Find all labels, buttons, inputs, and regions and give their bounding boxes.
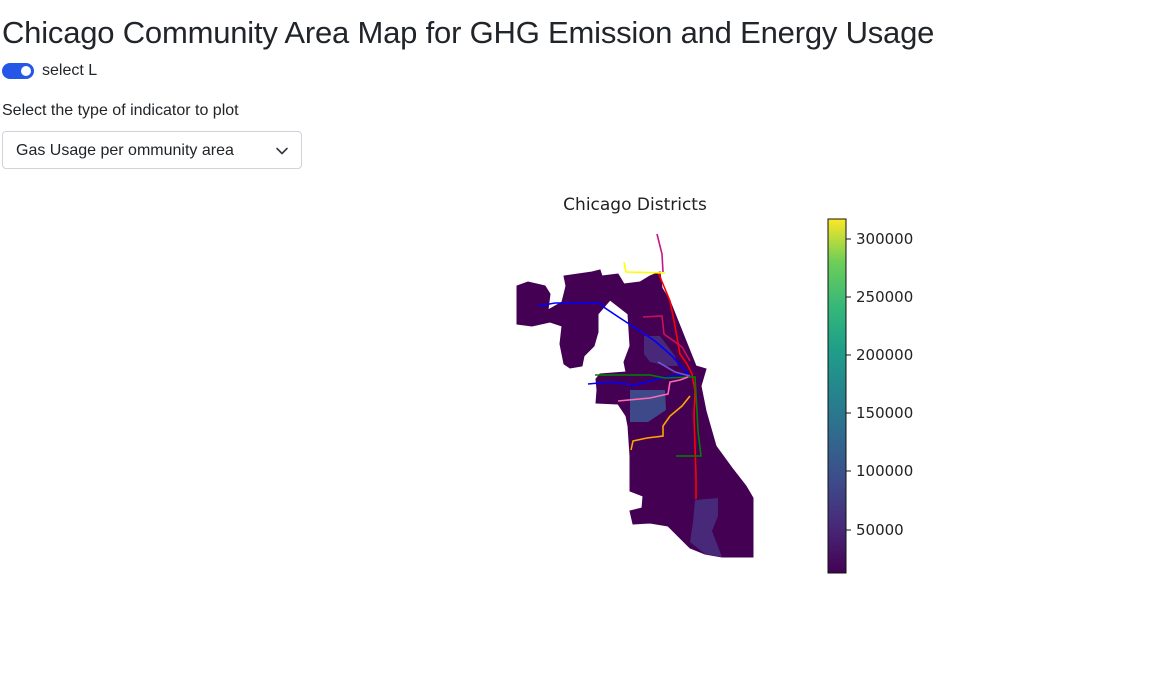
pink-line [617, 376, 689, 402]
toggle-knob [21, 66, 31, 76]
purple-line [656, 233, 664, 273]
brown-line [642, 315, 691, 362]
colorbar-tick-label: 150000 [856, 404, 913, 422]
community-area-highlight-south [690, 498, 722, 557]
indicator-select-value: Gas Usage per ommunity area [16, 142, 234, 159]
colorbar: 300000 250000 200000 150000 100000 50000 [827, 218, 913, 574]
colorbar-ticks: 300000 250000 200000 150000 100000 50000 [846, 230, 913, 539]
page-title: Chicago Community Area Map for GHG Emiss… [2, 15, 935, 50]
chevron-down-icon [276, 147, 288, 155]
orange-line [630, 395, 691, 451]
l-train-lines [537, 233, 702, 499]
colorbar-tick-label: 200000 [856, 346, 913, 364]
colorbar-tick-label: 250000 [856, 288, 913, 306]
l-line-toggle-label[interactable]: select L [42, 62, 98, 79]
indicator-select[interactable]: Gas Usage per ommunity area [2, 131, 302, 169]
community-area-highlight-north [644, 336, 678, 366]
l-line-toggle-row: select L [2, 60, 97, 82]
community-area-highlight-central [630, 390, 666, 422]
colorbar-tick-label: 100000 [856, 462, 913, 480]
blue-line [537, 302, 690, 386]
yellow-line [623, 261, 666, 274]
colorbar-tick-label: 50000 [856, 521, 904, 539]
paler-blue-branch [657, 361, 691, 377]
indicator-select-label: Select the type of indicator to plot [2, 102, 239, 119]
colorbar-gradient [827, 218, 847, 574]
chicago-map-figure: Chicago Districts 300000 2500 [500, 186, 940, 586]
community-areas [516, 269, 754, 558]
colorbar-tick-label: 300000 [856, 230, 913, 248]
l-line-toggle-switch[interactable] [2, 63, 34, 79]
map-title: Chicago Districts [563, 195, 707, 215]
green-line [595, 374, 702, 457]
